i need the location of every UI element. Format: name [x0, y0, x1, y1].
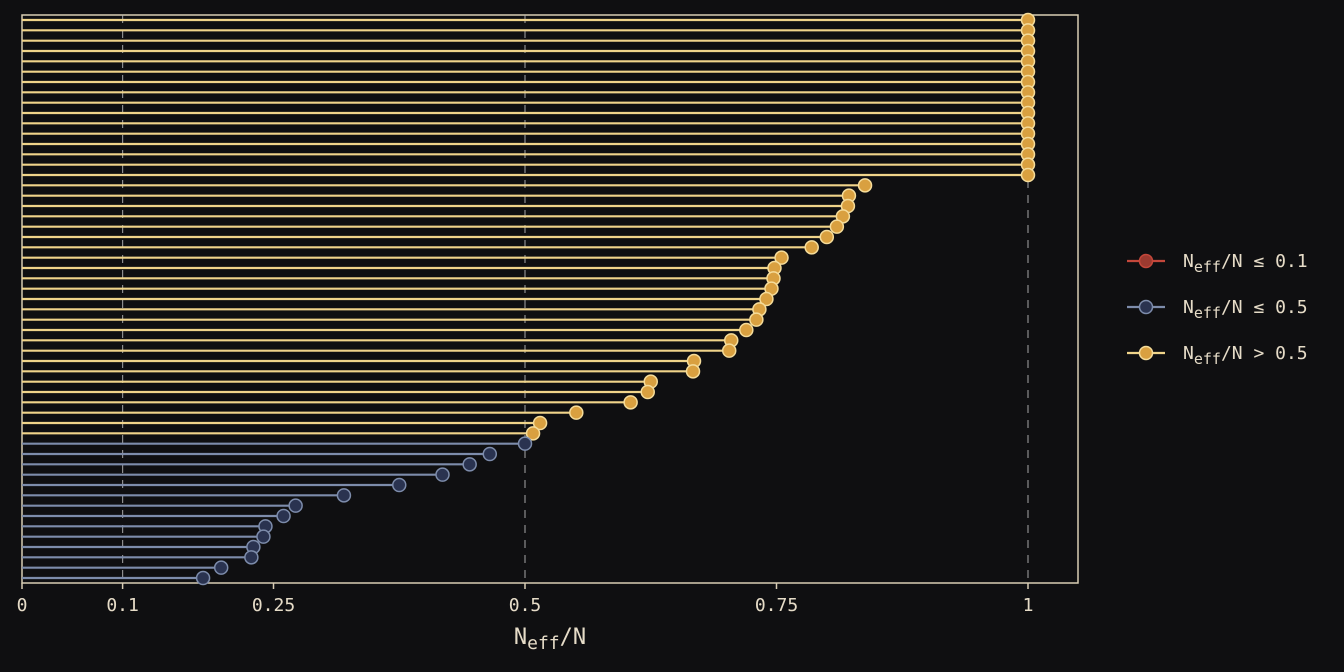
lollipop-point: [336, 488, 352, 503]
legend-item-high: Neff/N > 0.5: [1127, 343, 1308, 368]
lollipop-point: [213, 560, 229, 575]
lollipop-point: [195, 570, 211, 586]
x-tick-label: 0: [17, 595, 28, 616]
x-axis-title-tail: /N: [560, 625, 587, 650]
lollipop-point: [774, 250, 789, 265]
lollipop-point: [749, 312, 764, 327]
x-axis-title-main: N: [514, 625, 527, 650]
lollipop-point: [244, 550, 259, 565]
legend-marker: [1138, 253, 1154, 269]
lollipop-point: [721, 343, 737, 358]
lollipop-series: [22, 12, 1036, 586]
lollipop-point: [857, 178, 873, 193]
x-axis-title: Neff/N: [514, 625, 586, 654]
legend-marker: [1138, 299, 1154, 315]
lollipop-point: [804, 240, 819, 255]
lollipop-point: [685, 364, 701, 379]
x-tick-label: 0.75: [755, 595, 798, 616]
lollipop-point: [739, 322, 754, 338]
lollipop-point: [819, 229, 835, 245]
legend-item-mid: Neff/N ≤ 0.5: [1127, 297, 1308, 322]
legend-label: Neff/N > 0.5: [1183, 343, 1308, 368]
x-tick-label: 0.1: [106, 595, 139, 616]
legend-label: Neff/N ≤ 0.1: [1183, 251, 1308, 276]
lollipop-point: [517, 436, 533, 451]
legend-item-low: Neff/N ≤ 0.1: [1127, 251, 1308, 276]
legend-marker: [1138, 345, 1154, 361]
lollipop-point: [623, 395, 638, 410]
x-axis-title-sub: eff: [527, 633, 560, 654]
lollipop-point: [640, 384, 655, 400]
x-tick-label: 0.25: [252, 595, 295, 616]
lollipop-point: [435, 467, 450, 482]
lollipop-point: [288, 498, 303, 513]
lollipop-point: [392, 477, 407, 493]
lollipop-point: [829, 219, 845, 234]
lollipop-point: [525, 426, 541, 441]
lollipop-point: [1020, 167, 1036, 183]
x-axis: 0 0.1 0.25 0.5 0.75 1: [17, 583, 1034, 616]
lollipop-point: [532, 415, 548, 431]
legend-label: Neff/N ≤ 0.5: [1183, 297, 1308, 322]
lollipop-point: [569, 405, 584, 420]
legend: Neff/N ≤ 0.1 Neff/N ≤ 0.5 Neff/N > 0.5: [1127, 251, 1308, 368]
x-tick-label: 0.5: [509, 595, 542, 616]
lollipop-point: [462, 457, 477, 472]
x-tick-label: 1: [1023, 595, 1034, 616]
lollipop-point: [256, 529, 271, 544]
lollipop-point: [276, 508, 291, 524]
lollipop-point: [482, 446, 498, 462]
lollipop-point: [759, 291, 774, 307]
